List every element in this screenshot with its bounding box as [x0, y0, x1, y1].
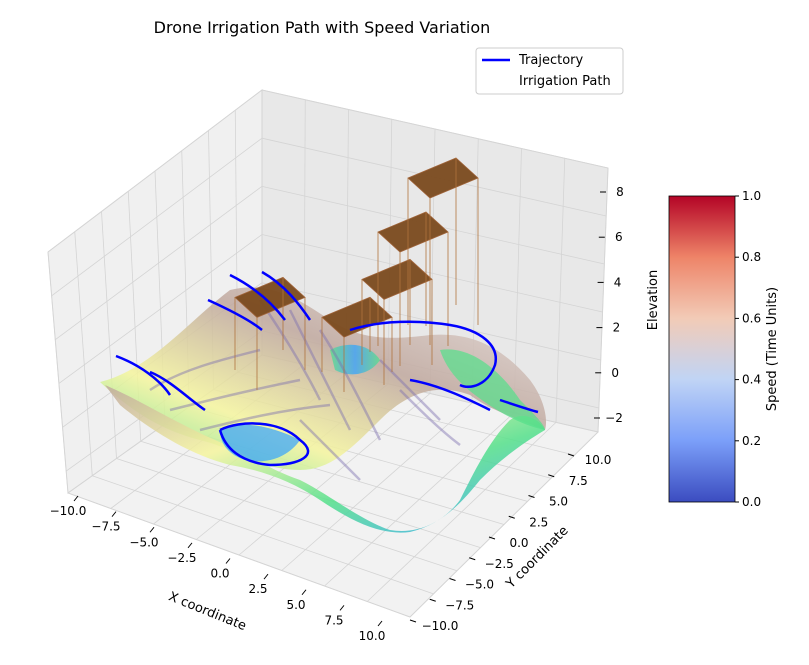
x-tick — [111, 511, 117, 517]
legend-irrigation-label: Irrigation Path — [519, 74, 611, 89]
grid-line — [281, 402, 473, 571]
colorbar-label: Speed (Time Units) — [765, 287, 780, 411]
grid-line — [324, 412, 515, 587]
surface-streak — [169, 378, 301, 412]
x-tick-label: −7.5 — [91, 520, 120, 534]
grid-line — [47, 251, 69, 494]
y-tick-label: 0.0 — [509, 536, 528, 550]
grid-line — [51, 137, 263, 297]
surface-valley-left — [220, 424, 300, 462]
y-tick — [469, 557, 476, 561]
legend-box — [475, 47, 624, 95]
grid-line — [261, 234, 603, 313]
colorbar-tick-label: 1.0 — [742, 189, 761, 203]
surface-streak — [299, 419, 361, 481]
x-tick — [225, 558, 231, 564]
grid-line — [47, 89, 263, 253]
grid-line — [409, 431, 599, 618]
grid-lines — [47, 89, 609, 618]
y-tick-label: 5.0 — [549, 495, 568, 509]
y-tick-label: −7.5 — [445, 598, 474, 612]
grid-line — [366, 422, 557, 602]
x-tick-label: −2.5 — [167, 551, 196, 565]
grid-line — [55, 186, 263, 340]
x-tick-label: 5.0 — [286, 598, 305, 612]
y-tick — [528, 495, 535, 498]
x-tick-label: 7.5 — [324, 613, 343, 627]
y-tick — [449, 578, 456, 581]
surface-right-slope — [440, 349, 545, 430]
y-axis-ticks: −10.0 −7.5 −5.0 −2.5 0.02.55.07.5 10.0 — [409, 453, 612, 633]
colorbar-tick-label: 0.2 — [742, 434, 761, 448]
x-tick — [73, 495, 79, 502]
z-tick-label: −2 — [605, 411, 623, 425]
colorbar-gradient — [668, 195, 736, 503]
grid-line — [597, 167, 609, 433]
surface-streak — [399, 389, 461, 446]
grid-line — [261, 282, 601, 361]
colorbar-tick-label: 0.4 — [742, 373, 761, 387]
irrigation-columns — [234, 157, 479, 392]
z-tick-label: 4 — [614, 275, 622, 289]
grid-line — [555, 158, 566, 423]
elevation-surface — [100, 287, 547, 533]
z-axis-label: Elevation — [646, 270, 661, 330]
colorbar-ticks: 0.0 0.2 0.4 0.6 0.8 1.0 — [735, 189, 761, 509]
surface-streak — [318, 329, 382, 441]
x-tick — [301, 589, 307, 596]
z-tick-label: 8 — [616, 185, 624, 199]
x-tick — [263, 573, 269, 580]
x-tick-label: 10.0 — [359, 629, 386, 643]
x-tick — [187, 542, 193, 549]
grid-line — [101, 211, 117, 459]
surface-valley-right — [330, 344, 380, 375]
x-tick-label: −10.0 — [50, 504, 87, 518]
y-tick-label: −10.0 — [422, 619, 459, 633]
x-tick-label: −5.0 — [129, 535, 158, 549]
y-tick-label: 7.5 — [569, 474, 588, 488]
y-tick — [488, 536, 496, 540]
x-tick — [149, 526, 155, 533]
colorbar-tick-label: 0.8 — [742, 250, 761, 264]
legend-trajectory-label: Trajectory — [518, 53, 583, 68]
x-tick — [339, 605, 345, 611]
z-axis-ticks: −2 0 2 4 6 8 — [594, 185, 624, 425]
grid-line — [261, 89, 609, 169]
y-tick — [508, 515, 515, 519]
surface-streak — [199, 403, 331, 432]
z-tick-label: 6 — [615, 230, 623, 244]
y-tick — [567, 453, 575, 457]
surface-streak — [288, 309, 352, 431]
x-tick-label: 2.5 — [248, 582, 267, 596]
colorbar-tick-label: 0.0 — [742, 495, 761, 509]
y-tick-label: −5.0 — [465, 578, 494, 592]
y-tick-label: 10.0 — [585, 453, 612, 467]
grid-line — [58, 234, 263, 384]
y-tick — [548, 474, 555, 478]
trajectory-line — [115, 270, 539, 467]
x-tick-label: 0.0 — [210, 567, 229, 581]
grid-line — [74, 231, 93, 476]
colorbar-tick-label: 0.6 — [742, 311, 761, 325]
x-axis-label: X coordinate — [166, 589, 248, 634]
legend: Trajectory Irrigation Path — [475, 47, 624, 95]
y-tick-label: 2.5 — [529, 515, 548, 529]
surface-back-ridge — [100, 287, 547, 470]
x-tick — [377, 620, 383, 627]
chart-title: Drone Irrigation Path with Speed Variati… — [154, 18, 491, 37]
colorbar: 0.0 0.2 0.4 0.6 0.8 1.0 Speed (Time Units) — [668, 189, 780, 509]
z-tick-label: 0 — [611, 366, 619, 380]
trajectory — [115, 270, 539, 467]
y-tick — [429, 598, 436, 602]
y-tick — [409, 619, 417, 623]
surface-front-fold — [105, 385, 545, 533]
surface-streak — [379, 359, 441, 421]
z-tick-label: 2 — [613, 321, 621, 335]
y-tick-label: −2.5 — [485, 557, 514, 571]
x-axis-ticks: −10.0 −7.5 −5.0 −2.5 0.0 2.5 5.0 7.5 10.0 — [50, 495, 386, 643]
